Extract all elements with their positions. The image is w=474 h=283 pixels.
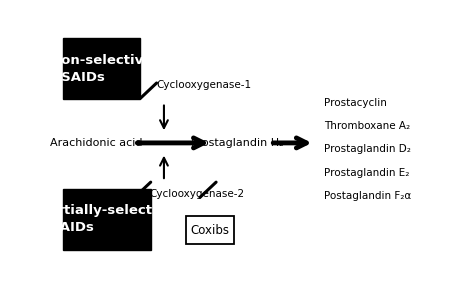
Text: Arachidonic acid: Arachidonic acid: [50, 138, 142, 148]
Text: Cyclooxygenase-1: Cyclooxygenase-1: [156, 80, 252, 90]
Text: Non-selective
NSAIDs: Non-selective NSAIDs: [50, 54, 153, 84]
FancyBboxPatch shape: [186, 216, 234, 244]
FancyBboxPatch shape: [63, 38, 140, 99]
Text: Coxibs: Coxibs: [191, 224, 229, 237]
Text: Prostaglandin D₂: Prostaglandin D₂: [324, 144, 410, 154]
Text: Prostacyclin: Prostacyclin: [324, 98, 387, 108]
Text: Thromboxane A₂: Thromboxane A₂: [324, 121, 410, 131]
Text: Cyclooxygenase-2: Cyclooxygenase-2: [149, 189, 245, 199]
Text: Prostaglandin E₂: Prostaglandin E₂: [324, 168, 409, 177]
Text: Prostaglandin H₂: Prostaglandin H₂: [191, 138, 284, 148]
Text: Postaglandin F₂α: Postaglandin F₂α: [324, 191, 411, 201]
FancyBboxPatch shape: [63, 189, 151, 250]
Text: Partially-selective
NSAIDs: Partially-selective NSAIDs: [39, 204, 174, 234]
